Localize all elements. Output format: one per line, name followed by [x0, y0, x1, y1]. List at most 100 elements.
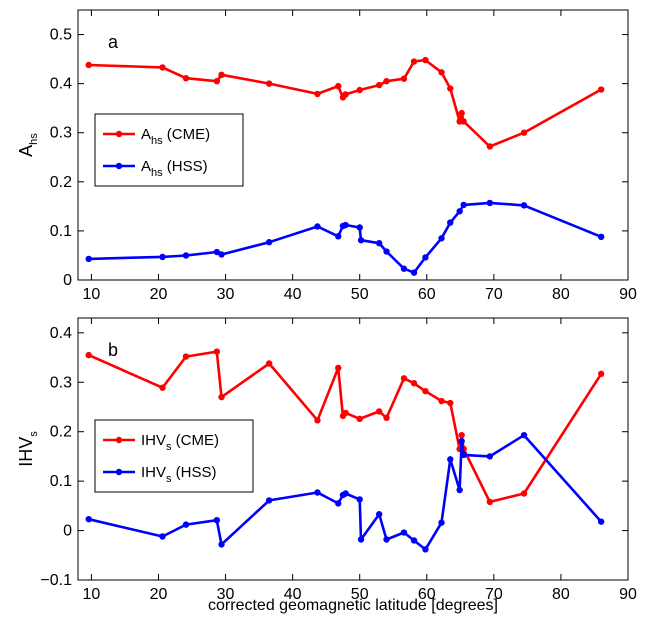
x-tick-label: 50: [351, 586, 369, 603]
data-point: [400, 75, 408, 82]
y-axis-title-main: A: [16, 145, 36, 157]
data-point: [85, 61, 92, 69]
data-point: [182, 75, 190, 82]
y-tick-label: 0: [63, 272, 72, 289]
legend: IHVs (CME)IHVs (HSS): [94, 419, 254, 493]
data-point: [486, 498, 494, 506]
data-point: [422, 387, 429, 395]
data-point: [159, 253, 166, 261]
data-point: [486, 143, 494, 150]
x-tick-label: 90: [619, 586, 637, 603]
data-point: [460, 118, 467, 125]
data-point: [447, 85, 454, 92]
data-point: [159, 533, 166, 540]
series-1: [85, 199, 605, 276]
data-point: [456, 486, 463, 494]
x-axis-title: corrected geomagnetic latitude [degrees]: [208, 597, 498, 614]
x-tick-label: 90: [619, 286, 637, 303]
legend-swatch-marker: [115, 468, 123, 476]
data-point: [410, 537, 418, 544]
x-tick-label: 40: [284, 586, 302, 603]
data-point: [410, 269, 418, 276]
legend-label-main: IHV: [141, 432, 166, 449]
legend-label-suffix: (HSS): [163, 158, 208, 175]
data-point: [486, 453, 494, 460]
data-point: [383, 536, 390, 543]
y-tick-label: 0.1: [50, 473, 72, 490]
data-point: [357, 237, 365, 244]
y-tick-label: −0.1: [40, 572, 72, 589]
data-point: [422, 56, 429, 64]
data-point: [438, 397, 445, 405]
x-tick-label: 80: [552, 586, 570, 603]
panel-b: 10 20 30 40 50 60 70 80 90−0.100.10.20.30.4IHVsb…: [16, 317, 637, 603]
data-point: [342, 91, 349, 98]
data-point: [422, 546, 429, 553]
data-point: [375, 408, 383, 415]
data-point: [597, 86, 605, 93]
data-point: [438, 235, 445, 242]
legend-label-suffix: (CME): [172, 432, 220, 449]
data-point: [218, 393, 225, 401]
data-point: [85, 351, 92, 359]
data-point: [597, 233, 605, 240]
data-point: [342, 221, 349, 229]
y-tick-label: 0.2: [50, 174, 72, 191]
legend-entry: Ahs (CME): [103, 126, 210, 147]
data-point: [265, 80, 273, 87]
data-point: [85, 255, 92, 263]
x-tick-label: 20: [150, 586, 168, 603]
x-tick-label: 60: [418, 586, 436, 603]
x-tick-label: 60: [418, 286, 436, 303]
x-tick-label: 30: [217, 586, 235, 603]
series-1: [85, 431, 605, 553]
data-point: [213, 248, 221, 256]
data-point: [265, 497, 273, 504]
y-tick-label: 0.3: [50, 125, 72, 142]
data-point: [447, 399, 454, 407]
data-point: [486, 199, 494, 207]
legend-label-main: A: [141, 158, 151, 175]
x-tick-label: 30: [217, 286, 235, 303]
legend-label-main: IHV: [141, 464, 166, 481]
svg-text:IHVs: IHVs: [16, 431, 40, 467]
y-tick-label: 0.1: [50, 223, 72, 240]
data-point: [520, 490, 528, 497]
legend-swatch-marker: [115, 162, 123, 170]
y-axis-title: IHVs: [16, 431, 40, 467]
panel-letter: a: [108, 32, 119, 52]
legend-box: [94, 419, 254, 493]
y-axis-title-subscript: hs: [28, 133, 40, 145]
data-point: [342, 409, 349, 417]
data-point: [520, 129, 528, 136]
y-tick-label: 0.2: [50, 424, 72, 441]
data-point: [375, 81, 383, 89]
legend-label-suffix: (HSS): [172, 464, 217, 481]
x-tick-label: 40: [284, 286, 302, 303]
data-point: [182, 353, 190, 360]
data-point: [458, 437, 465, 445]
x-tick-label: 70: [485, 586, 503, 603]
data-point: [597, 518, 605, 525]
data-point: [182, 521, 190, 528]
data-point: [383, 414, 390, 422]
data-point: [85, 515, 92, 523]
data-point: [438, 69, 445, 76]
data-point: [520, 202, 528, 209]
series-0: [85, 348, 605, 506]
data-point: [438, 519, 445, 526]
data-point: [458, 431, 465, 439]
data-point: [159, 64, 166, 71]
x-tick-label: 20: [150, 286, 168, 303]
data-point: [520, 431, 528, 439]
data-point: [342, 490, 349, 497]
data-point: [410, 58, 418, 65]
legend-entry: Ahs (HSS): [103, 158, 208, 179]
data-point: [356, 415, 363, 423]
data-point: [357, 536, 365, 543]
data-point: [335, 82, 342, 90]
legend-entry: IHVs (HSS): [103, 464, 217, 485]
data-point: [375, 511, 383, 518]
data-point: [335, 500, 342, 507]
